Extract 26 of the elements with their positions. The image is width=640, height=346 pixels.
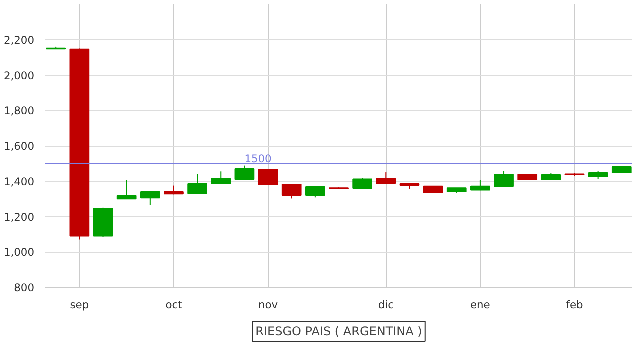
x-tick-label: sep <box>70 298 90 312</box>
y-tick-label: 1,200 <box>4 210 35 224</box>
x-tick-label: oct <box>166 298 182 312</box>
y-tick-label: 2,200 <box>4 34 35 47</box>
ref-line-label: 1500 <box>244 152 272 166</box>
y-tick-label: 1,600 <box>4 140 35 153</box>
candlestick <box>494 170 514 188</box>
x-tick-label: ene <box>470 298 490 312</box>
candlestick <box>116 180 137 200</box>
y-tick-label: 1,400 <box>4 175 35 188</box>
x-tick-label: nov <box>258 298 278 312</box>
y-tick-label: 2,000 <box>4 69 35 82</box>
candlestick <box>211 171 232 185</box>
candlestick <box>282 184 302 200</box>
candlestick <box>234 165 255 180</box>
candlestick <box>352 178 373 189</box>
candlestick <box>188 174 208 195</box>
candlestick <box>140 191 160 206</box>
x-tick-label: dic <box>378 298 394 312</box>
y-tick-label: 1,800 <box>4 104 35 118</box>
candlestick <box>258 168 278 186</box>
y-tick-label: 800 <box>14 282 35 294</box>
text: RIESGO PAIS ( ARGENTINA ) <box>256 324 422 338</box>
x-tick-label: feb <box>566 298 584 312</box>
y-tick-label: 1,000 <box>4 246 35 260</box>
candlestick <box>305 186 326 198</box>
